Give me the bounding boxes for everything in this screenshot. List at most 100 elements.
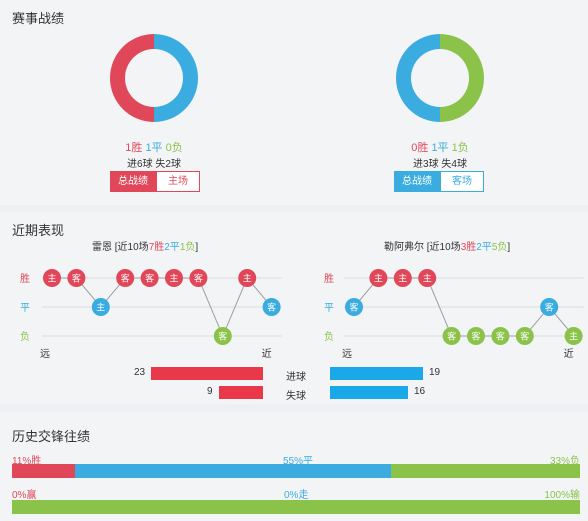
left-record-donut bbox=[110, 34, 198, 122]
left-form-point: 主 bbox=[165, 269, 183, 287]
svg-text:客: 客 bbox=[194, 273, 203, 284]
section-title-record: 赛事战绩 bbox=[12, 11, 65, 26]
right-axis-label-L: 负 bbox=[324, 330, 334, 343]
left-goals-summary: 进6球 失2球 bbox=[127, 159, 181, 170]
right-form-point: 主 bbox=[418, 269, 437, 287]
left-win-count: 1胜 bbox=[125, 142, 143, 154]
right-win-count: 0胜 bbox=[411, 142, 429, 154]
history-win-pct: 11%胜 bbox=[12, 456, 42, 467]
recent-form-section: 近期表现 雷恩 [近10场7胜2平1负] 勒阿弗尔 [近10场3胜2平5负] 胜… bbox=[0, 212, 588, 404]
right-record-summary: 0胜 1平 1负 bbox=[380, 139, 500, 155]
handicap-loss-pct: 100%输 bbox=[544, 490, 580, 501]
svg-text:客: 客 bbox=[496, 331, 505, 342]
goals-conceded-label: 失球 bbox=[286, 391, 306, 402]
svg-text:客: 客 bbox=[471, 331, 480, 342]
handicap-win-pct: 0%赢 bbox=[12, 490, 37, 501]
left-goals-against-value: 9 bbox=[207, 386, 213, 397]
right-form-point: 主 bbox=[564, 327, 583, 345]
svg-text:主: 主 bbox=[569, 331, 578, 342]
history-loss-pct: 33%负 bbox=[549, 456, 580, 467]
svg-text:主: 主 bbox=[47, 273, 56, 284]
right-goals-for-bar bbox=[330, 367, 423, 380]
history-section: 历史交锋往绩 11%胜 55%平 33%负 0%赢 0%走 100%输 bbox=[0, 412, 588, 521]
left-form-point: 主 bbox=[43, 269, 61, 287]
svg-text:客: 客 bbox=[267, 302, 276, 313]
right-form-point: 客 bbox=[515, 327, 534, 345]
svg-text:主: 主 bbox=[398, 273, 407, 284]
record-section: 赛事战绩 1胜 1平 0负 进6球 失2球 总战绩 主场 0胜 1平 1负 进3… bbox=[0, 0, 588, 205]
right-near-label: 近 bbox=[564, 347, 574, 360]
left-draw-count: 1平 bbox=[145, 142, 163, 154]
left-axis-label-W: 胜 bbox=[20, 273, 30, 285]
right-draw-count: 1平 bbox=[431, 142, 449, 154]
left-near-label: 近 bbox=[262, 347, 272, 360]
right-form-point: 客 bbox=[442, 327, 461, 345]
left-form-point: 主 bbox=[91, 298, 110, 316]
handicap-loss-segment bbox=[12, 500, 580, 514]
left-team-name: 雷恩 bbox=[92, 242, 112, 253]
right-record-donut bbox=[396, 34, 484, 122]
right-axis-label-D: 平 bbox=[324, 303, 334, 314]
left-form-point: 客 bbox=[67, 269, 86, 287]
svg-text:客: 客 bbox=[121, 273, 130, 284]
svg-text:客: 客 bbox=[520, 331, 529, 342]
history-win-segment bbox=[12, 464, 76, 478]
left-form-point: 客 bbox=[213, 327, 232, 345]
left-loss-count: 0负 bbox=[165, 142, 183, 154]
right-form-point: 客 bbox=[345, 298, 363, 316]
right-loss-count: 1负 bbox=[451, 142, 469, 154]
right-form-point: 客 bbox=[467, 327, 485, 345]
left-form-point: 主 bbox=[238, 269, 257, 287]
history-draw-pct: 55%平 bbox=[283, 456, 314, 467]
right-team-form-header: 勒阿弗尔 [近10场3胜2平5负] bbox=[384, 242, 511, 253]
left-axis-label-D: 平 bbox=[20, 303, 30, 314]
right-form-point: 主 bbox=[369, 269, 388, 287]
left-form-point: 客 bbox=[140, 269, 159, 287]
svg-text:客: 客 bbox=[145, 273, 154, 284]
right-team-name: 勒阿弗尔 bbox=[384, 242, 424, 253]
svg-text:客: 客 bbox=[218, 331, 227, 342]
left-form-point: 客 bbox=[189, 269, 208, 287]
left-record-summary: 1胜 1平 0负 bbox=[94, 139, 214, 155]
left-form-point: 客 bbox=[262, 298, 281, 316]
svg-text:主: 主 bbox=[169, 273, 178, 284]
section-title-history: 历史交锋往绩 bbox=[12, 429, 91, 444]
left-goals-for-bar bbox=[151, 367, 263, 380]
svg-text:主: 主 bbox=[374, 273, 383, 284]
left-form-point: 客 bbox=[116, 269, 135, 287]
right-goals-for-value: 19 bbox=[429, 367, 441, 378]
right-goals-against-value: 16 bbox=[414, 386, 426, 397]
svg-text:客: 客 bbox=[72, 273, 81, 284]
svg-text:客: 客 bbox=[447, 331, 456, 342]
recent-form-chart: 胜平负主 客主客客主客客主客远 近胜平负客主主主客客客客客主远近 bbox=[20, 269, 584, 360]
svg-text:客: 客 bbox=[349, 302, 358, 313]
right-form-line bbox=[353, 277, 574, 337]
right-form-point: 客 bbox=[491, 327, 510, 345]
goals-scored-label: 进球 bbox=[286, 372, 306, 383]
left-far-label: 远 bbox=[40, 348, 50, 360]
right-filter-buttons: 总战绩 客场 bbox=[394, 171, 484, 192]
left-goals-against-bar bbox=[219, 386, 263, 399]
svg-text:主: 主 bbox=[96, 302, 105, 313]
history-handicap-bar bbox=[12, 500, 580, 514]
right-far-label: 远 bbox=[342, 348, 352, 360]
left-home-record-button[interactable]: 主场 bbox=[156, 171, 200, 192]
history-result-bar bbox=[12, 464, 580, 478]
right-away-record-button[interactable]: 客场 bbox=[440, 171, 484, 192]
section-title-recent: 近期表现 bbox=[12, 223, 65, 238]
history-loss-segment bbox=[390, 464, 580, 478]
right-axis-label-W: 胜 bbox=[324, 273, 334, 285]
left-filter-buttons: 总战绩 主场 bbox=[110, 171, 200, 192]
right-goals-against-bar bbox=[330, 386, 408, 399]
left-team-form-header: 雷恩 [近10场7胜2平1负] bbox=[92, 242, 199, 253]
right-total-record-button[interactable]: 总战绩 bbox=[394, 171, 440, 192]
left-total-record-button[interactable]: 总战绩 bbox=[110, 171, 156, 192]
right-form-point: 主 bbox=[393, 269, 412, 287]
svg-text:主: 主 bbox=[423, 273, 432, 284]
right-form-point: 客 bbox=[540, 298, 559, 316]
left-goals-for-value: 23 bbox=[134, 367, 146, 378]
svg-text:主: 主 bbox=[243, 273, 252, 284]
left-axis-label-L: 负 bbox=[20, 330, 30, 343]
svg-text:客: 客 bbox=[545, 302, 554, 313]
right-goals-summary: 进3球 失4球 bbox=[413, 159, 467, 170]
